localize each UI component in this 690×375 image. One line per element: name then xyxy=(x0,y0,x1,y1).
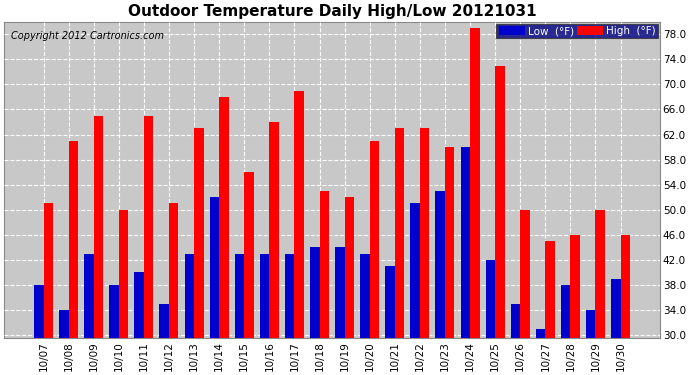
Bar xyxy=(486,260,495,375)
Bar xyxy=(159,304,169,375)
Bar xyxy=(535,329,545,375)
Bar xyxy=(586,310,595,375)
Bar xyxy=(360,254,370,375)
Bar xyxy=(395,128,404,375)
Bar xyxy=(84,254,94,375)
Bar xyxy=(119,210,128,375)
Bar xyxy=(43,204,53,375)
Bar xyxy=(235,254,244,375)
Bar xyxy=(184,254,194,375)
Bar xyxy=(244,172,254,375)
Bar xyxy=(269,122,279,375)
Bar xyxy=(219,97,228,375)
Bar xyxy=(285,254,295,375)
Text: Copyright 2012 Cartronics.com: Copyright 2012 Cartronics.com xyxy=(11,31,164,41)
Bar xyxy=(595,210,605,375)
Bar xyxy=(495,66,504,375)
Bar xyxy=(310,248,319,375)
Bar xyxy=(194,128,204,375)
Bar xyxy=(319,191,329,375)
Bar xyxy=(561,285,571,375)
Bar xyxy=(68,141,78,375)
Bar xyxy=(109,285,119,375)
Bar xyxy=(135,272,144,375)
Bar xyxy=(94,116,104,375)
Bar xyxy=(344,197,354,375)
Bar xyxy=(144,116,153,375)
Bar xyxy=(335,248,344,375)
Bar xyxy=(520,210,530,375)
Bar xyxy=(295,91,304,375)
Bar xyxy=(545,241,555,375)
Bar xyxy=(620,235,630,375)
Bar xyxy=(445,147,455,375)
Bar xyxy=(34,285,43,375)
Bar xyxy=(435,191,445,375)
Legend: Low  (°F), High  (°F): Low (°F), High (°F) xyxy=(497,24,658,38)
Bar xyxy=(411,204,420,375)
Bar xyxy=(611,279,620,375)
Bar xyxy=(470,28,480,375)
Bar xyxy=(460,147,470,375)
Bar xyxy=(385,266,395,375)
Bar xyxy=(210,197,219,375)
Bar xyxy=(511,304,520,375)
Bar xyxy=(370,141,380,375)
Bar xyxy=(420,128,429,375)
Bar xyxy=(169,204,179,375)
Bar xyxy=(59,310,68,375)
Bar xyxy=(260,254,269,375)
Title: Outdoor Temperature Daily High/Low 20121031: Outdoor Temperature Daily High/Low 20121… xyxy=(128,4,536,19)
Bar xyxy=(571,235,580,375)
